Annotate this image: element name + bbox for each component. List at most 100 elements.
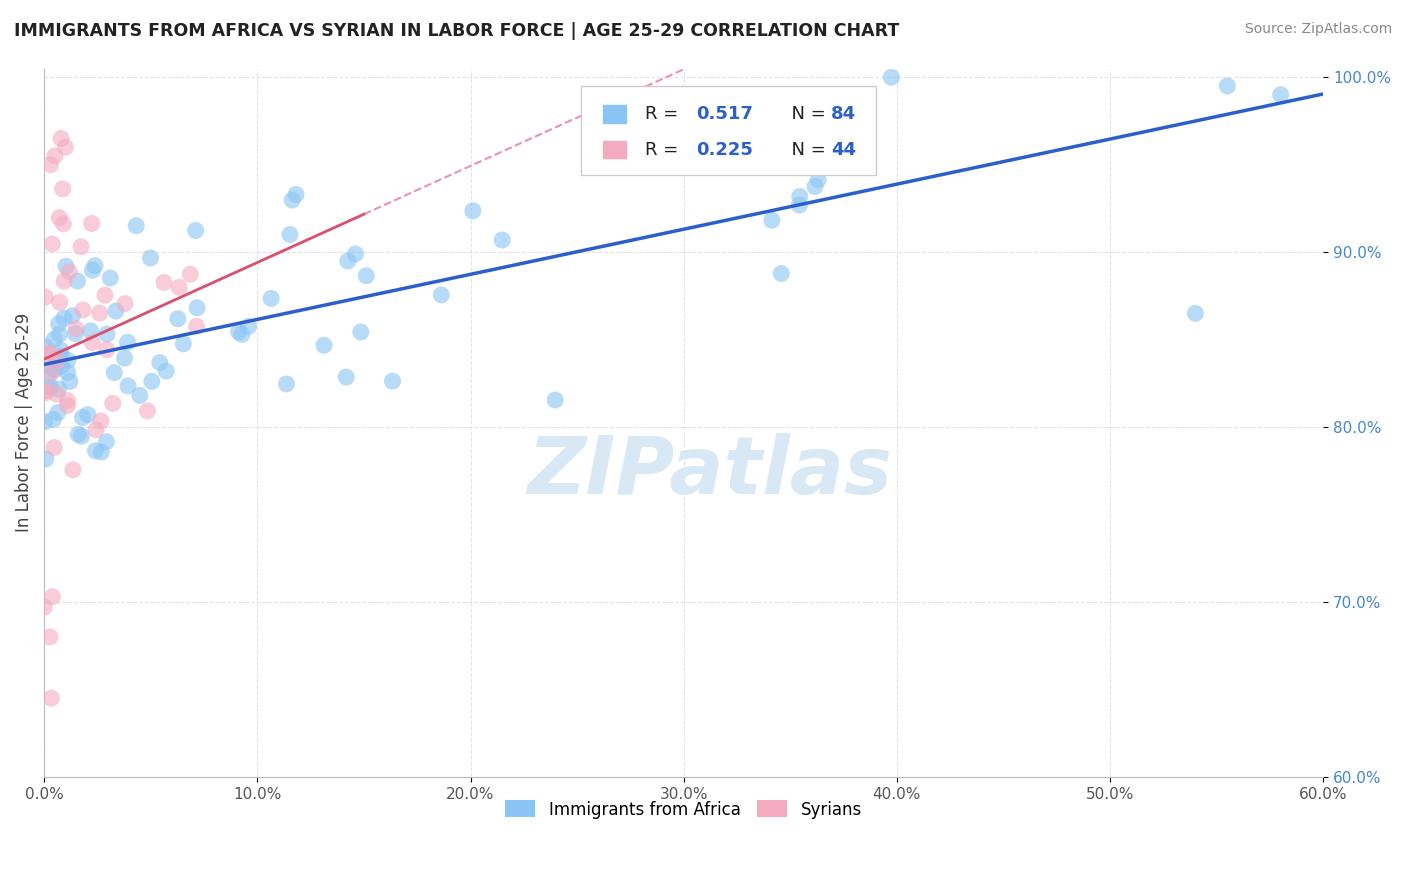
Point [82, 335, 104, 350]
Point [1216, 78, 1239, 93]
Point [42, 412, 65, 426]
Point [335, 370, 357, 384]
Point [98, 271, 121, 285]
Point [794, 153, 817, 167]
Point [80, 217, 103, 231]
Point [186, 319, 208, 334]
Point [70, 240, 93, 254]
Text: ZIPatlas: ZIPatlas [527, 434, 891, 511]
Point [336, 254, 359, 268]
Text: N =: N = [780, 141, 831, 159]
Point [35, 384, 58, 398]
Point [56, 366, 79, 380]
Point [67, 427, 90, 442]
Point [48, 382, 70, 396]
Point [51, 359, 73, 373]
Text: R =: R = [645, 141, 685, 159]
Point [35, 452, 58, 467]
Point [804, 179, 827, 194]
Point [46, 406, 69, 420]
Point [62, 309, 84, 323]
Point [59, 375, 82, 389]
Text: N =: N = [780, 105, 831, 123]
Point [51, 131, 73, 145]
Point [101, 396, 124, 410]
Point [285, 187, 308, 202]
Point [55, 140, 77, 154]
Point [186, 301, 208, 315]
Point [48, 211, 70, 225]
Point [39, 367, 62, 381]
Point [62, 463, 84, 477]
Point [39, 380, 62, 394]
Point [37, 347, 59, 361]
Point [44, 332, 66, 346]
Point [184, 223, 207, 237]
Text: Source: ZipAtlas.com: Source: ZipAtlas.com [1244, 22, 1392, 37]
Point [82, 263, 104, 277]
Point [125, 219, 148, 233]
Point [117, 335, 139, 350]
Point [55, 259, 77, 273]
Point [84, 443, 107, 458]
Point [48, 327, 70, 342]
Point [32, 600, 55, 615]
Point [1184, 306, 1206, 320]
Text: 0.225: 0.225 [696, 141, 754, 159]
Point [114, 351, 136, 366]
Point [90, 414, 112, 428]
Point [155, 364, 177, 378]
Point [350, 325, 373, 339]
Bar [603, 105, 626, 123]
Point [45, 387, 67, 401]
Point [48, 295, 70, 310]
Point [37, 370, 59, 384]
Point [117, 379, 139, 393]
Point [231, 327, 253, 342]
Point [807, 172, 830, 186]
Point [94, 288, 117, 302]
Text: 44: 44 [831, 141, 856, 159]
Point [96, 343, 118, 357]
Point [179, 267, 201, 281]
Point [72, 303, 94, 318]
Point [103, 366, 125, 380]
Point [48, 317, 70, 331]
Point [34, 290, 56, 304]
Point [276, 376, 298, 391]
Point [166, 311, 188, 326]
Point [789, 189, 811, 203]
Point [104, 304, 127, 318]
Point [56, 353, 79, 368]
Point [789, 198, 811, 212]
Point [312, 338, 335, 352]
Point [149, 355, 172, 369]
Point [52, 217, 75, 231]
Point [139, 251, 162, 265]
Point [141, 374, 163, 388]
Point [49, 343, 72, 357]
Point [52, 182, 75, 196]
Point [44, 362, 66, 376]
Point [44, 441, 66, 455]
Point [260, 292, 283, 306]
Point [167, 280, 190, 294]
Point [35, 340, 58, 354]
Point [41, 590, 63, 604]
Point [278, 227, 301, 242]
Point [65, 326, 87, 341]
Point [56, 393, 79, 408]
Text: R =: R = [645, 105, 685, 123]
Point [66, 274, 89, 288]
Point [41, 237, 63, 252]
Point [128, 388, 150, 402]
Text: IMMIGRANTS FROM AFRICA VS SYRIAN IN LABOR FORCE | AGE 25-29 CORRELATION CHART: IMMIGRANTS FROM AFRICA VS SYRIAN IN LABO… [14, 22, 900, 40]
Point [90, 445, 112, 459]
Y-axis label: In Labor Force | Age 25-29: In Labor Force | Age 25-29 [15, 313, 32, 533]
Point [89, 306, 111, 320]
Point [34, 415, 56, 429]
Legend: Immigrants from Africa, Syrians: Immigrants from Africa, Syrians [499, 794, 869, 825]
Point [38, 346, 60, 360]
Point [56, 399, 79, 413]
Point [76, 408, 98, 422]
